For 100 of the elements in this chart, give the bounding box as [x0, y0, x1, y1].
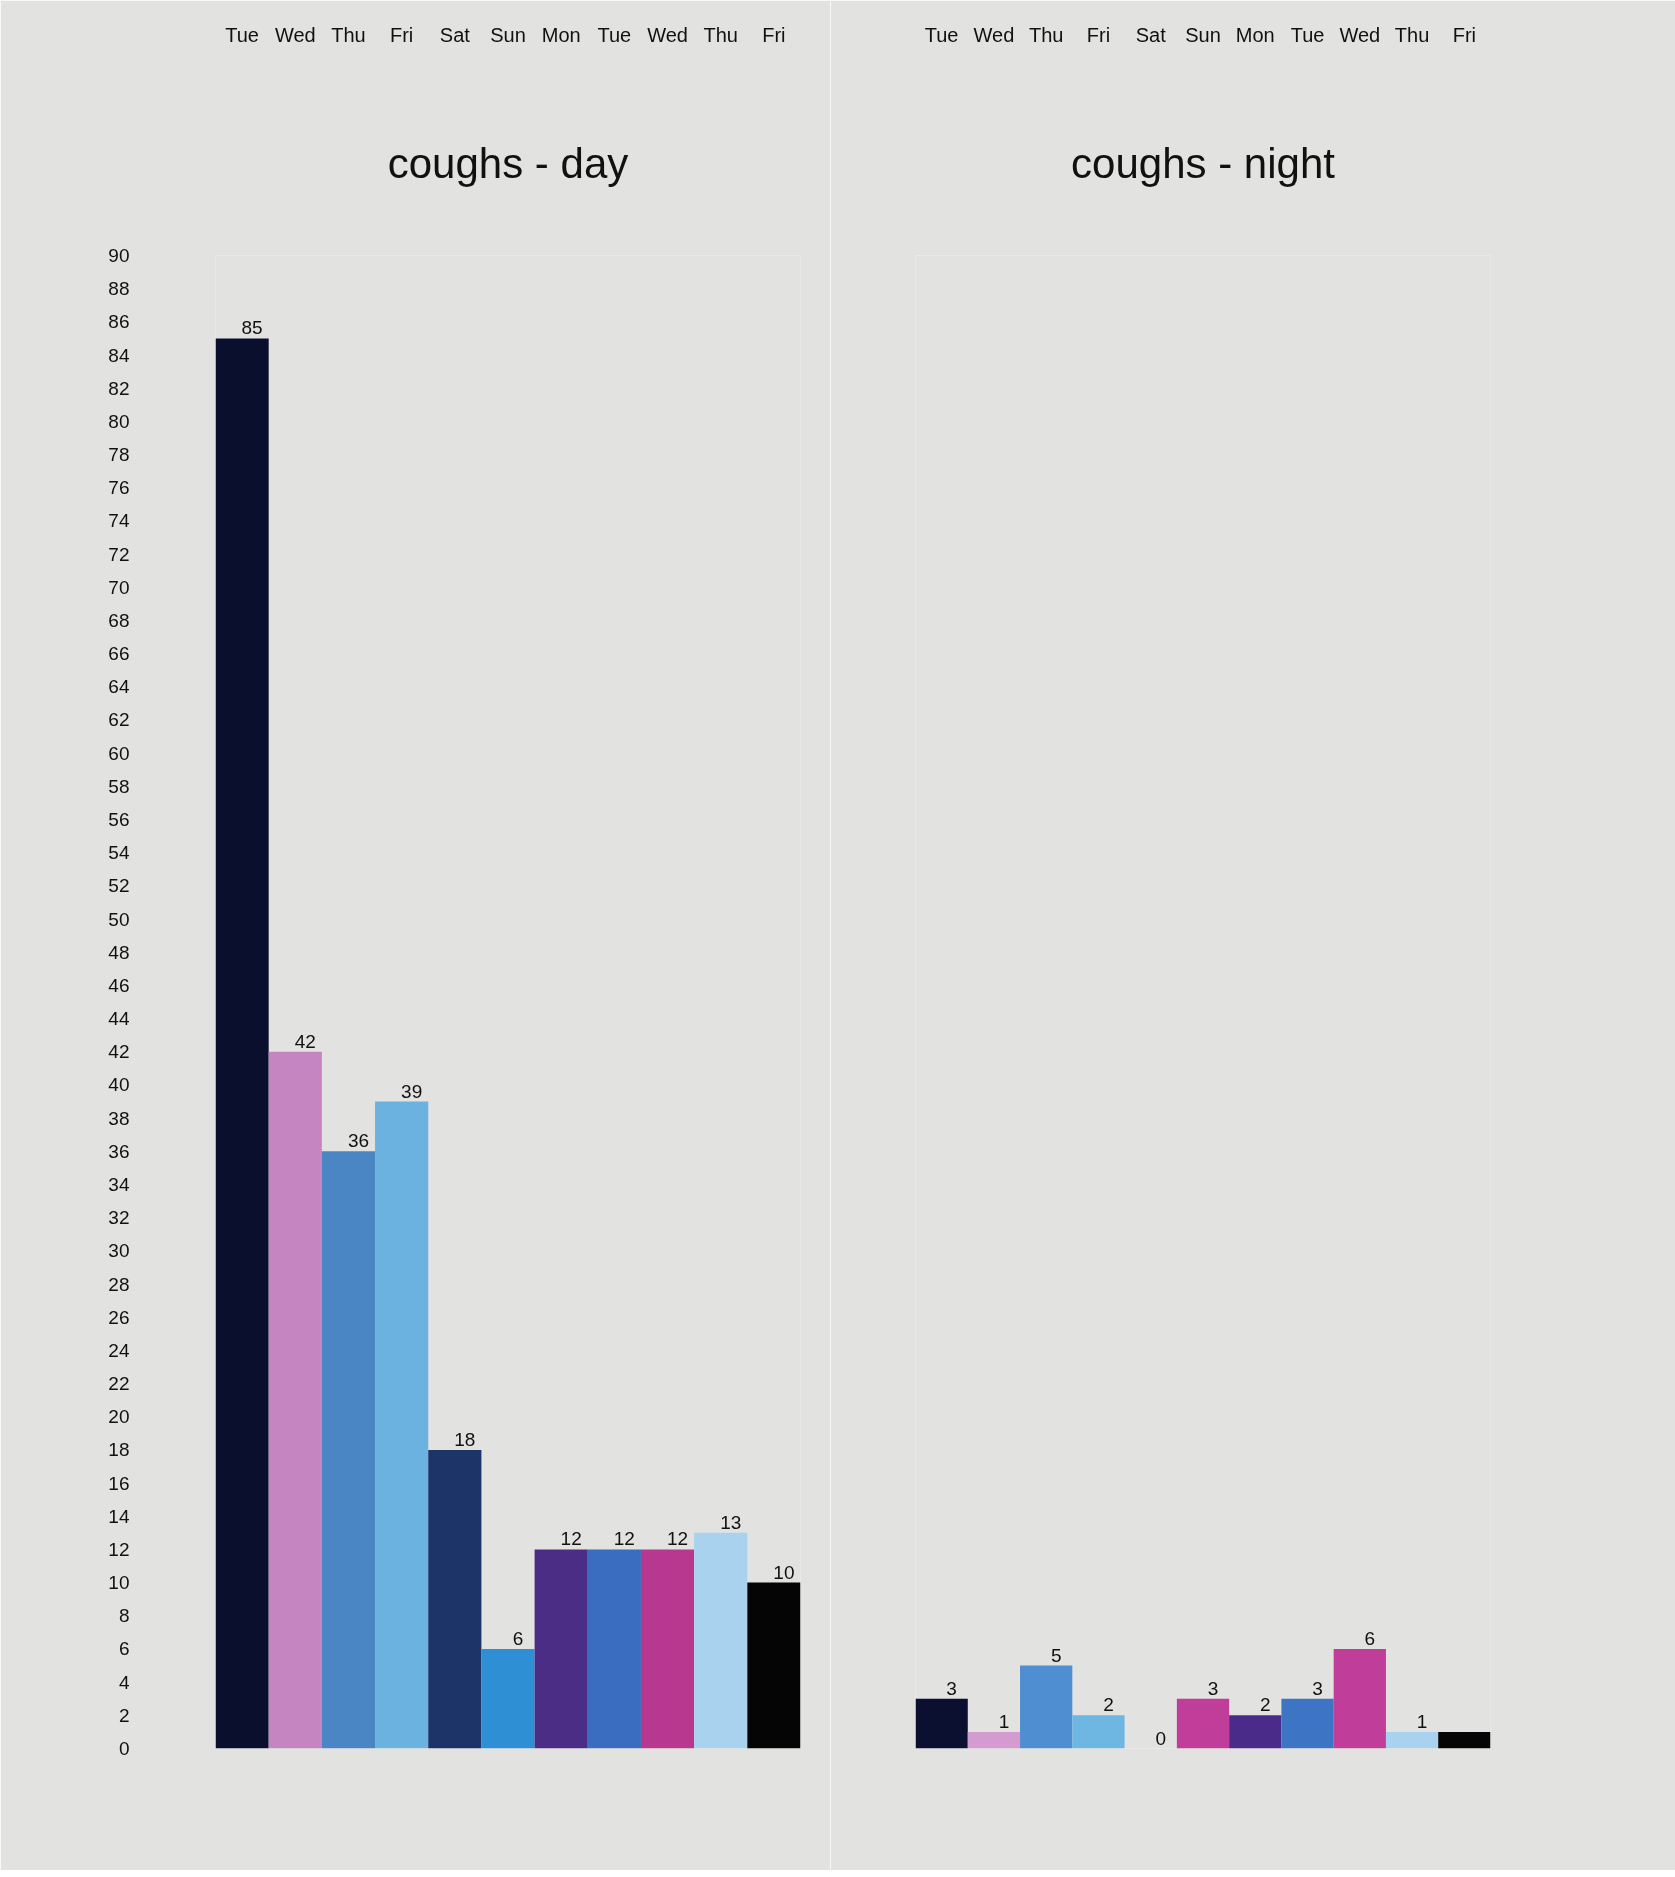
x-tick-label: Wed: [973, 23, 1015, 46]
data-label: 12: [666, 1528, 689, 1550]
data-label: 3: [1312, 1677, 1323, 1699]
y-tick-label: 74: [108, 510, 130, 532]
y-tick-label: 80: [108, 410, 130, 432]
y-tick-label: 0: [118, 1738, 130, 1759]
chart-title: coughs - night: [1071, 139, 1336, 187]
bar: [428, 1449, 482, 1749]
y-tick-label: 90: [108, 245, 130, 266]
data-label: 3: [1207, 1677, 1219, 1699]
y-tick-label: 16: [108, 1472, 130, 1494]
data-label: 0: [1155, 1727, 1167, 1749]
bar: [534, 1549, 588, 1749]
y-tick-label: 22: [108, 1373, 130, 1395]
y-tick-label: 36: [108, 1140, 130, 1162]
x-tick-label: Fri: [389, 23, 414, 46]
y-tick-label: 34: [108, 1173, 130, 1195]
bar: [1229, 1715, 1282, 1749]
bar: [747, 1582, 801, 1749]
y-tick-label: 82: [108, 377, 130, 399]
y-tick-label: 32: [108, 1207, 130, 1229]
data-label: 12: [613, 1528, 635, 1550]
bar: [1385, 1731, 1439, 1749]
data-label: 1: [1416, 1710, 1428, 1732]
x-tick-label: Wed: [274, 23, 316, 46]
data-label: 3: [946, 1677, 957, 1699]
y-tick-label: 78: [108, 444, 130, 466]
x-tick-label: Tue: [1290, 23, 1325, 46]
y-tick-label: 20: [108, 1406, 130, 1428]
x-tick-label: Thu: [1028, 23, 1064, 46]
bar: [1072, 1715, 1125, 1749]
y-tick-label: 64: [108, 676, 130, 698]
y-tick-label: 66: [108, 643, 130, 665]
y-tick-label: 56: [108, 809, 130, 831]
data-label: 12: [560, 1528, 582, 1550]
y-tick-label: 2: [118, 1704, 130, 1726]
y-tick-label: 6: [118, 1638, 130, 1660]
y-tick-label: 38: [108, 1107, 130, 1129]
x-tick-label: Wed: [647, 23, 688, 46]
bar: [694, 1532, 748, 1749]
y-tick-label: 28: [108, 1273, 130, 1295]
x-tick-label: Tue: [225, 23, 259, 46]
chart-title: coughs - day: [387, 139, 629, 187]
y-tick-label: 40: [108, 1074, 130, 1096]
bar: [268, 1051, 322, 1749]
x-tick-label: Wed: [1339, 23, 1381, 46]
data-label: 10: [773, 1561, 795, 1583]
y-tick-label: 24: [108, 1339, 130, 1361]
data-label: 36: [347, 1130, 370, 1152]
x-tick-label: Thu: [1394, 23, 1430, 46]
bar: [967, 1731, 1021, 1749]
x-tick-label: Sat: [439, 23, 471, 46]
y-tick-label: 68: [108, 609, 130, 631]
x-tick-label: Tue: [924, 23, 959, 46]
y-tick-label: 10: [108, 1572, 130, 1594]
y-tick-label: 42: [108, 1041, 130, 1063]
data-label: 42: [294, 1030, 316, 1052]
x-tick-label: Thu: [331, 23, 366, 46]
x-tick-label: Fri: [1086, 23, 1111, 46]
y-tick-label: 54: [108, 842, 130, 864]
data-label: 2: [1103, 1694, 1114, 1716]
y-tick-label: 88: [108, 278, 130, 300]
y-tick-label: 26: [108, 1306, 130, 1328]
y-tick-label: 48: [108, 941, 130, 963]
bar: [321, 1151, 376, 1749]
bar: [375, 1101, 429, 1749]
y-tick-label: 50: [108, 908, 130, 930]
y-tick-label: 72: [108, 543, 130, 565]
x-tick-label: Sun: [490, 23, 526, 46]
x-tick-label: Mon: [1235, 23, 1275, 46]
y-tick-label: 12: [108, 1538, 130, 1560]
data-label: 13: [720, 1511, 742, 1533]
y-tick-label: 46: [108, 974, 130, 996]
y-tick-label: 70: [108, 576, 130, 598]
x-tick-label: Mon: [541, 23, 581, 46]
y-tick-label: 86: [108, 311, 130, 333]
data-label: 2: [1259, 1694, 1271, 1716]
y-tick-label: 4: [118, 1671, 130, 1693]
y-tick-label: 84: [108, 344, 130, 366]
data-label: 18: [454, 1428, 476, 1450]
x-tick-label: Fri: [1452, 23, 1477, 46]
data-label: 39: [401, 1080, 423, 1102]
y-tick-label: 14: [108, 1505, 130, 1527]
bar: [1281, 1698, 1334, 1749]
data-label: 6: [1364, 1627, 1376, 1649]
bar: [215, 338, 269, 1749]
y-tick-label: 58: [108, 775, 130, 797]
y-tick-label: 30: [108, 1240, 130, 1262]
x-tick-label: Thu: [703, 23, 738, 46]
x-tick-label: Sat: [1135, 23, 1167, 46]
data-label: 6: [512, 1627, 524, 1649]
data-label: 1: [998, 1710, 1010, 1732]
bar: [587, 1549, 641, 1749]
x-tick-label: Tue: [597, 23, 632, 46]
bar: [640, 1549, 695, 1749]
data-label: 5: [1050, 1644, 1062, 1666]
y-tick-label: 52: [108, 875, 130, 897]
y-tick-label: 8: [118, 1605, 130, 1627]
x-tick-label: Sun: [1185, 23, 1221, 46]
bar: [1176, 1698, 1230, 1749]
